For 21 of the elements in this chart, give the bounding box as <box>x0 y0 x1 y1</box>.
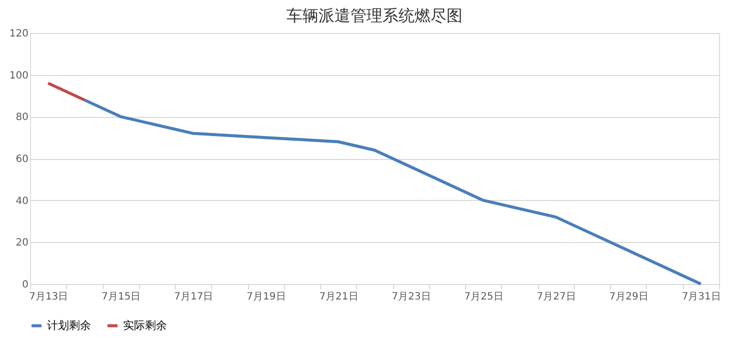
x-tick-label: 7月31日 <box>682 292 721 302</box>
y-tick-label: 0 <box>22 280 28 290</box>
x-tick-label: 7月29日 <box>609 292 648 302</box>
x-tick-label: 7月21日 <box>319 292 358 302</box>
x-tick-label: 7月19日 <box>246 292 286 302</box>
y-tick-label: 80 <box>16 112 28 124</box>
y-tick-label: 120 <box>9 28 28 40</box>
x-tick-label: 7月27日 <box>536 292 576 302</box>
x-tick-label: 7月17日 <box>174 292 214 302</box>
y-tick-label: 20 <box>16 238 28 249</box>
chart-title: 车辆派遣管理系统燃尽图 <box>286 6 462 25</box>
x-tick-label: 7月15日 <box>102 292 141 302</box>
y-tick-label: 40 <box>16 196 28 207</box>
x-tick-label: 7月13日 <box>29 292 68 302</box>
x-tick-label: 7月25日 <box>464 292 504 302</box>
y-tick-label: 100 <box>9 70 28 82</box>
x-tick-label: 7月23日 <box>392 292 431 302</box>
legend-label: 计划剩余 <box>47 318 91 332</box>
line-series <box>82 98 702 286</box>
legend-label: 实际剩余 <box>123 318 167 332</box>
y-tick-label: 60 <box>16 154 28 165</box>
